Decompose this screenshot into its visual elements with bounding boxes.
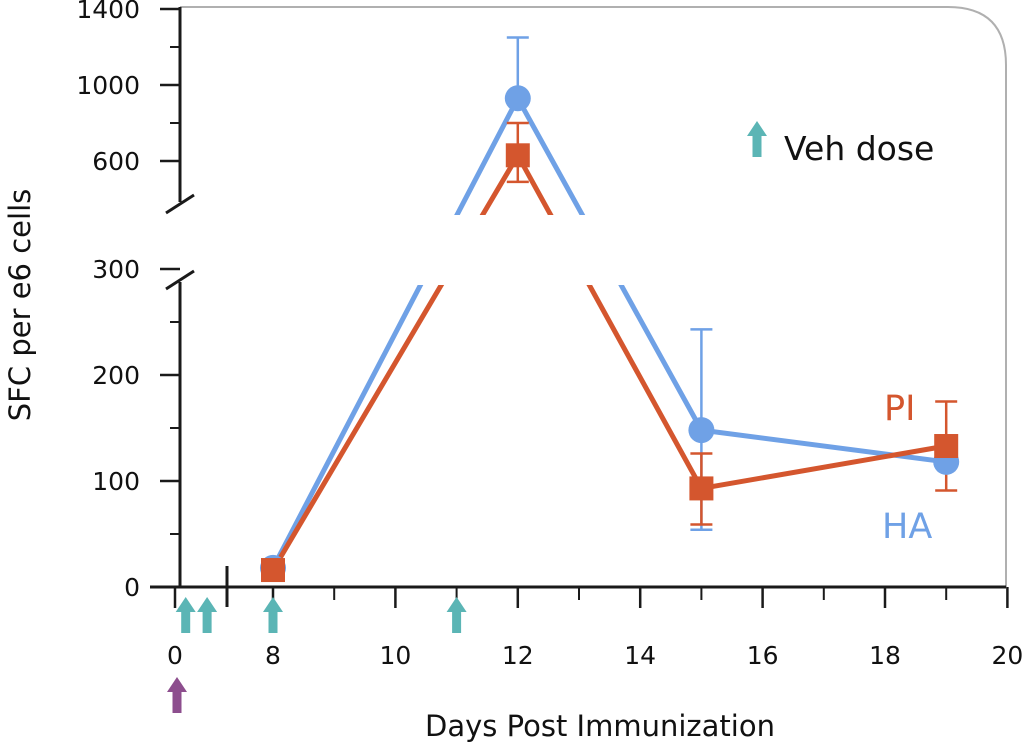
y-axis-ticks: 0 100 200 300 600 1000 1400 xyxy=(76,0,180,602)
legend-label: Veh dose xyxy=(784,129,934,168)
series-line-ha xyxy=(270,285,947,570)
legend-arrow-icon xyxy=(747,121,767,157)
veh-dose-arrow-icon xyxy=(263,597,283,633)
series-label-ha: HA xyxy=(882,507,932,547)
veh-dose-arrow-icon xyxy=(175,597,196,633)
data-point-pi xyxy=(689,476,714,501)
data-point-ha xyxy=(688,417,715,444)
data-point-pi xyxy=(505,143,530,168)
data-markers xyxy=(260,85,960,583)
veh-dose-arrow-icon xyxy=(446,597,467,633)
data-point-pi xyxy=(934,434,959,459)
data-point-ha xyxy=(504,85,531,112)
x-tick-label: 18 xyxy=(869,641,901,670)
x-tick-label: 14 xyxy=(624,641,656,670)
y-tick-label: 600 xyxy=(92,147,140,176)
series-label-pi: PI xyxy=(884,389,915,429)
x-tick-label: 0 xyxy=(167,641,183,670)
x-tick-label: 8 xyxy=(265,641,281,670)
y-tick-label: 1000 xyxy=(76,71,140,100)
series-line-ha xyxy=(454,95,586,215)
veh-dose-arrow-icon xyxy=(197,597,218,633)
y-axis-break-mark xyxy=(165,193,195,215)
y-axis-title: SFC per e6 cells xyxy=(3,189,37,421)
plot-frame xyxy=(180,6,1007,587)
x-axis-title: Days Post Immunization xyxy=(425,709,775,743)
series-lines-lower xyxy=(270,285,947,572)
data-point-pi xyxy=(261,558,285,583)
dose-arrows xyxy=(167,597,467,713)
series-line-pi xyxy=(479,152,554,215)
y-tick-label: 0 xyxy=(124,573,140,602)
axes xyxy=(150,7,1006,607)
x-tick-label: 16 xyxy=(747,641,779,670)
x-tick-label: 10 xyxy=(379,641,411,670)
series-lines-upper xyxy=(454,95,586,215)
x-axis-ticks: 0 8 10 12 14 16 18 20 xyxy=(167,587,1023,670)
legend: Veh dose xyxy=(747,121,934,168)
y-tick-label: 300 xyxy=(92,255,140,284)
y-tick-label: 200 xyxy=(92,361,140,390)
y-tick-label: 1400 xyxy=(76,0,140,24)
x-tick-label: 20 xyxy=(991,641,1023,670)
immunization-arrow-icon xyxy=(167,677,187,713)
series-line-pi xyxy=(270,285,947,572)
x-tick-label: 12 xyxy=(502,641,534,670)
legend-arrow-shape xyxy=(747,121,767,157)
y-tick-label: 100 xyxy=(92,467,140,496)
y-axis-break-mark xyxy=(165,269,195,291)
